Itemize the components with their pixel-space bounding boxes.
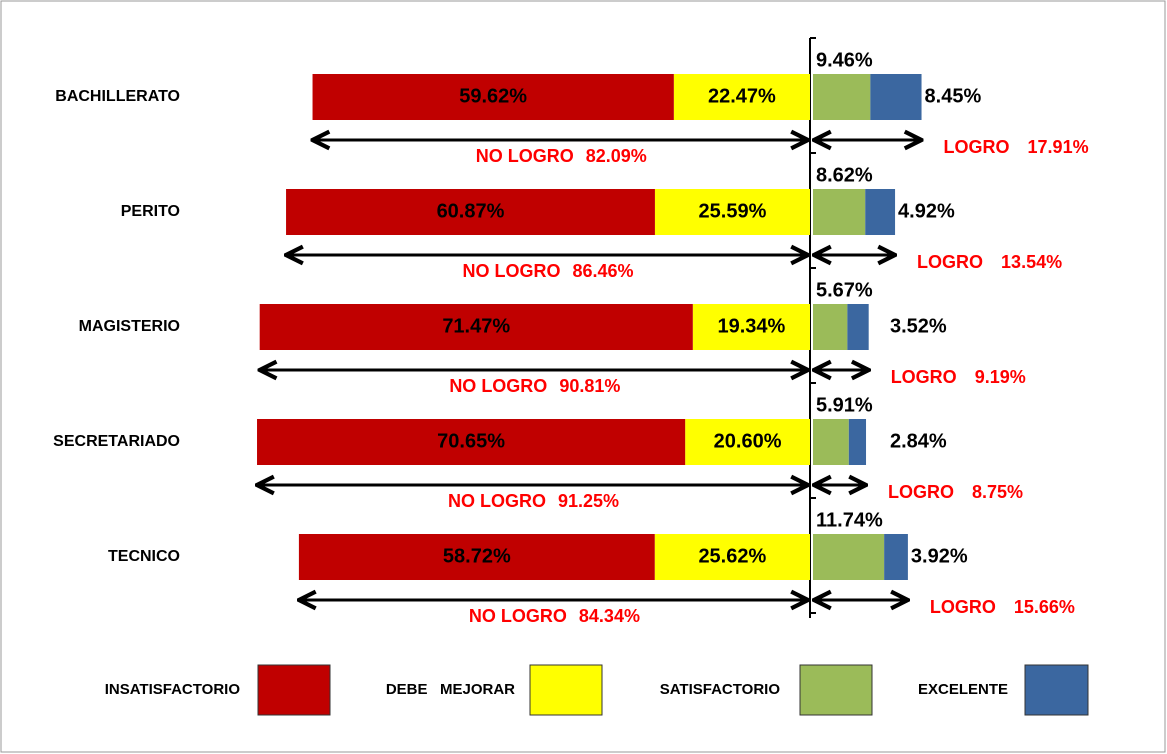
logro-text: LOGRO	[944, 137, 1010, 157]
category-label: MAGISTERIO	[79, 318, 180, 335]
bar	[692, 304, 810, 350]
bar	[813, 304, 848, 350]
no-logro-text: NO LOGRO	[448, 491, 546, 511]
no-logro-label: NO LOGRO 84.34%	[469, 606, 640, 626]
no-logro-label: NO LOGRO 90.81%	[449, 376, 620, 396]
no-logro-value: 91.25%	[558, 491, 619, 511]
bar	[673, 74, 810, 120]
bar	[813, 74, 871, 120]
bar	[685, 419, 810, 465]
bar	[848, 419, 867, 465]
logro-value: 9.19%	[975, 367, 1026, 387]
legend-swatch	[529, 664, 603, 716]
legend-swatch	[1024, 664, 1089, 716]
value-label: 25.62%	[698, 545, 766, 567]
bar	[654, 189, 810, 235]
legend-swatch	[799, 664, 873, 716]
bar	[654, 534, 810, 580]
value-label: 25.59%	[699, 200, 767, 222]
category-label: PERITO	[121, 203, 180, 220]
value-label: 3.52%	[890, 315, 947, 337]
legend-label: EXCELENTE	[918, 681, 1008, 698]
value-label: 20.60%	[714, 430, 782, 452]
bar	[870, 74, 922, 120]
no-logro-value: 86.46%	[572, 261, 633, 281]
value-label: 5.91%	[816, 394, 873, 416]
logro-text: LOGRO	[917, 252, 983, 272]
bar	[847, 304, 869, 350]
value-label: 59.62%	[459, 85, 527, 107]
value-label: 4.92%	[898, 200, 955, 222]
bar	[298, 534, 655, 580]
logro-label: LOGRO 13.54%	[917, 252, 1062, 272]
category-label: SECRETARIADO	[53, 433, 180, 450]
value-label: 9.46%	[816, 49, 873, 71]
bar	[286, 189, 655, 235]
logro-value: 17.91%	[1028, 137, 1089, 157]
bar	[257, 419, 686, 465]
bar	[259, 304, 693, 350]
no-logro-label: NO LOGRO 82.09%	[476, 146, 647, 166]
bar	[884, 534, 908, 580]
bar	[865, 189, 896, 235]
logro-label: LOGRO 8.75%	[888, 482, 1023, 502]
logro-text: LOGRO	[888, 482, 954, 502]
value-label: 11.74%	[816, 509, 883, 531]
logro-label: LOGRO 17.91%	[944, 137, 1089, 157]
legend-label: SATISFACTORIO	[660, 681, 781, 698]
value-label: 5.67%	[816, 279, 873, 301]
no-logro-label: NO LOGRO 86.46%	[462, 261, 633, 281]
no-logro-label: NO LOGRO 91.25%	[448, 491, 619, 511]
value-label: 8.62%	[816, 164, 873, 186]
legend-swatch	[257, 664, 331, 716]
bar	[813, 419, 849, 465]
value-label: 3.92%	[911, 545, 968, 567]
legend-label: DEBE MEJORAR	[386, 681, 515, 698]
no-logro-value: 90.81%	[559, 376, 620, 396]
logro-text: LOGRO	[930, 597, 996, 617]
logro-value: 15.66%	[1014, 597, 1075, 617]
no-logro-value: 84.34%	[579, 606, 640, 626]
no-logro-text: NO LOGRO	[469, 606, 567, 626]
no-logro-value: 82.09%	[586, 146, 647, 166]
category-label: TECNICO	[108, 548, 180, 565]
value-label: 2.84%	[890, 430, 947, 452]
legend-label: INSATISFACTORIO	[105, 681, 241, 698]
value-label: 58.72%	[443, 545, 511, 567]
value-label: 71.47%	[442, 315, 510, 337]
value-label: 8.45%	[925, 85, 982, 107]
logro-label: LOGRO 15.66%	[930, 597, 1075, 617]
category-label: BACHILLERATO	[55, 88, 180, 105]
logro-value: 8.75%	[972, 482, 1023, 502]
value-label: 70.65%	[437, 430, 505, 452]
no-logro-text: NO LOGRO	[476, 146, 574, 166]
logro-label: LOGRO 9.19%	[891, 367, 1026, 387]
logro-text: LOGRO	[891, 367, 957, 387]
no-logro-text: NO LOGRO	[462, 261, 560, 281]
value-label: 22.47%	[708, 85, 776, 107]
value-label: 60.87%	[437, 200, 505, 222]
bar	[813, 189, 866, 235]
logro-value: 13.54%	[1001, 252, 1062, 272]
value-label: 19.34%	[717, 315, 785, 337]
no-logro-text: NO LOGRO	[449, 376, 547, 396]
bar	[312, 74, 674, 120]
bar	[813, 534, 885, 580]
